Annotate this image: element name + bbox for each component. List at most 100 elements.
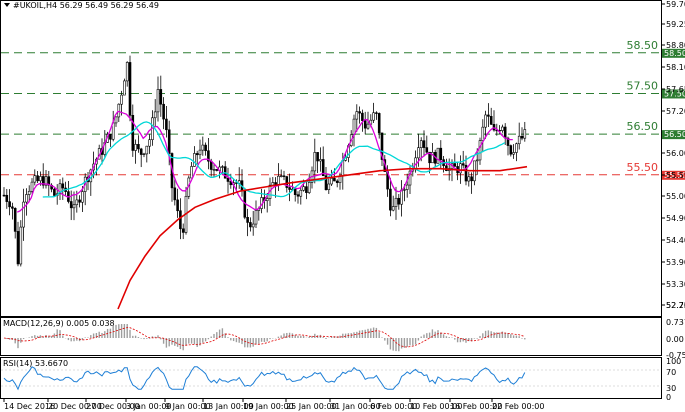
price-tick-label: 54.40 (666, 236, 685, 245)
level-price-tag-label: 58.50 (664, 49, 685, 58)
candle-body (156, 89, 160, 113)
candle-body (422, 140, 426, 148)
candle-body (299, 189, 303, 197)
candle-body (487, 114, 490, 117)
candle-body (137, 144, 140, 150)
candle-body (30, 181, 34, 192)
candle-body (36, 175, 39, 182)
candle-body (226, 177, 230, 182)
candle-body (431, 152, 434, 164)
candle-body (128, 62, 132, 116)
candle-body (403, 189, 406, 191)
time-tick-label: 20 Dec 00:00 (48, 402, 102, 411)
level-label: 55.50 (627, 161, 659, 174)
candle-body (436, 147, 440, 164)
symbol-dropdown-icon[interactable] (4, 3, 10, 7)
candle-body (333, 178, 336, 182)
candle-body (372, 112, 375, 121)
time-tick-label: 10 Feb 00:00 (410, 402, 462, 411)
candle-body (215, 169, 219, 171)
price-tick-label: 59.70 (666, 0, 685, 9)
candle-body (492, 124, 496, 131)
candle-body (246, 216, 249, 223)
candle-body (484, 114, 487, 128)
candle-body (503, 126, 507, 139)
candle-body (2, 194, 6, 197)
ma-slow-line (117, 165, 528, 310)
candle-body (207, 150, 210, 162)
rsi-axis-label: 0 (666, 393, 671, 402)
candle-body (389, 188, 392, 211)
candle-body (159, 89, 163, 105)
candle-body (405, 184, 409, 190)
candle-body (282, 175, 286, 177)
candle-body (22, 201, 25, 228)
time-tick-label: 3 Jan 00:00 (126, 402, 172, 411)
candle-body (148, 139, 151, 147)
rsi-axis-label: 30 (666, 384, 676, 393)
candle-body (58, 183, 62, 195)
candle-body (16, 231, 20, 265)
candle-body (142, 153, 146, 155)
rsi-axis-label: 100 (666, 357, 681, 366)
candle-body (520, 135, 524, 139)
candle-body (265, 198, 269, 202)
candle-body (419, 140, 423, 149)
candle-body (212, 169, 216, 171)
candle-body (461, 163, 465, 166)
macd-signal-line (3, 327, 525, 348)
candle-body (358, 111, 361, 114)
candle-body (145, 145, 149, 155)
candle-body (319, 159, 322, 162)
candle-body (296, 194, 300, 197)
candle-body (251, 223, 255, 228)
candle-body (181, 228, 185, 233)
candle-body (445, 165, 448, 171)
level-label: 57.50 (627, 79, 659, 92)
level-price-tag-label: 57.50 (664, 89, 685, 98)
candle-body (363, 120, 367, 129)
candle-body (204, 144, 207, 152)
level-label: 58.50 (627, 39, 659, 52)
level-label: 56.50 (627, 120, 659, 133)
candle-body (81, 191, 84, 203)
macd-indicator (3, 324, 526, 352)
candle-body (69, 201, 73, 209)
macd-axis: 0.737 0.00 -0.755 (666, 318, 685, 360)
level-price-tag (662, 130, 685, 140)
level-price-tag-label: 56.50 (664, 130, 685, 139)
candle-body (179, 210, 182, 230)
candle-body (293, 188, 297, 195)
level-price-tag (662, 48, 685, 58)
candle-body (478, 140, 482, 161)
candle-body (425, 147, 429, 153)
candle-body (467, 176, 471, 182)
macd-label: MACD(12,26,9) 0.005 0.038 (3, 319, 115, 328)
candle-body (285, 176, 289, 188)
time-tick-label: 27 Dec 00:00 (86, 402, 140, 411)
candle-body (335, 180, 339, 183)
candle-body (408, 170, 412, 186)
price-tick-label: 56.00 (666, 149, 685, 158)
time-tick-label: 13 Jan 00:00 (203, 402, 254, 411)
candle-body (254, 210, 258, 225)
candle-body (33, 175, 37, 183)
rsi-indicator (1, 366, 661, 391)
candle-body (176, 199, 179, 212)
rsi-label: RSI(14) 53.6670 (3, 359, 68, 368)
candle-body (114, 116, 118, 124)
candle-body (489, 116, 493, 125)
candle-body (190, 166, 193, 179)
symbol-header: #UKOIL,H4 56.29 56.49 56.29 56.49 (13, 1, 159, 10)
candle-body (324, 175, 328, 191)
candle-body (153, 111, 157, 119)
candle-body (53, 188, 56, 196)
candle-body (302, 186, 305, 191)
candle-body (509, 145, 513, 155)
candle-body (72, 204, 76, 209)
price-tick-label: 57.65 (666, 85, 685, 94)
ma-fast-line (16, 110, 513, 213)
candle-body (313, 152, 317, 172)
